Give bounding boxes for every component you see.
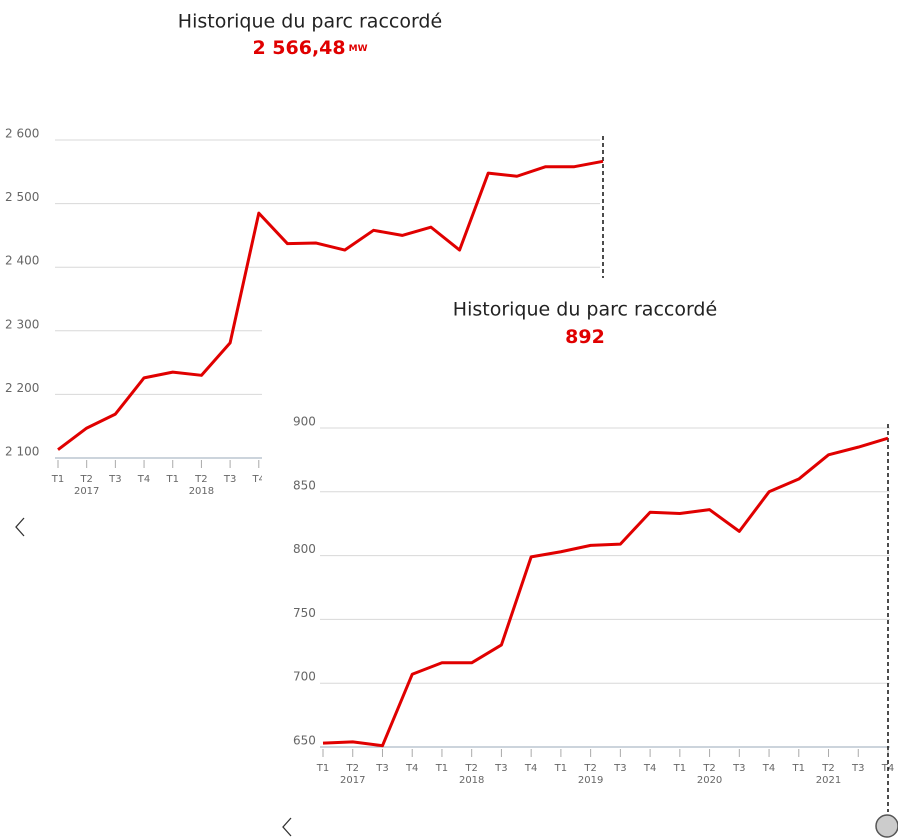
- x-tick-label: T1: [51, 474, 64, 485]
- year-label: 2017: [340, 775, 365, 786]
- chart-2-background: [262, 285, 898, 838]
- x-tick-label: T2: [583, 763, 596, 774]
- x-tick-label: T2: [702, 763, 715, 774]
- y-tick-label: 850: [293, 478, 316, 492]
- x-tick-label: T2: [464, 763, 477, 774]
- x-tick-label: T1: [435, 763, 448, 774]
- x-tick-label: T3: [732, 763, 745, 774]
- x-tick-label: T1: [792, 763, 805, 774]
- x-tick-label: T4: [643, 763, 656, 774]
- cursor-handle[interactable]: [875, 814, 898, 838]
- year-label: 2020: [697, 775, 722, 786]
- x-tick-label: T4: [524, 763, 537, 774]
- year-label: 2018: [459, 775, 484, 786]
- year-label: 2017: [74, 486, 99, 497]
- year-label: 2018: [189, 486, 214, 497]
- y-tick-label: 2 100: [5, 445, 39, 459]
- x-tick-label: T2: [345, 763, 358, 774]
- headline-value: 892: [565, 326, 605, 348]
- headline: 2 566,48 MW: [252, 37, 367, 59]
- chart-2: Historique du parc raccordé 892 650 700 750 8…: [293, 299, 894, 812]
- y-tick-label: 900: [293, 415, 316, 429]
- y-tick-label: 2 600: [5, 127, 39, 141]
- y-tick-label: 2 300: [5, 317, 39, 331]
- x-tick-label: T3: [108, 474, 121, 485]
- y-tick-label: 2 400: [5, 254, 39, 268]
- prev-arrow[interactable]: [282, 817, 292, 837]
- headline: 892: [565, 326, 605, 348]
- x-tick-label: T1: [165, 474, 178, 485]
- x-tick-label: T3: [375, 763, 388, 774]
- x-tick-label: T3: [851, 763, 864, 774]
- x-tick-label: T1: [673, 763, 686, 774]
- x-tick-label: T4: [252, 474, 265, 485]
- x-tick-label: T3: [613, 763, 626, 774]
- x-tick-label: T4: [137, 474, 150, 485]
- y-tick-label: 650: [293, 734, 316, 748]
- line-series: [57, 159, 604, 451]
- x-tick-label: T1: [316, 763, 329, 774]
- year-label: 2019: [578, 775, 603, 786]
- headline-unit: MW: [349, 44, 368, 54]
- x-tick-label: T1: [554, 763, 567, 774]
- chart-title: Historique du parc raccordé: [178, 11, 442, 33]
- chart-title: Historique du parc raccordé: [453, 299, 717, 321]
- x-tick-label: T4: [762, 763, 775, 774]
- prev-arrow[interactable]: [15, 517, 25, 537]
- x-tick-label: T3: [223, 474, 236, 485]
- x-tick-label: T2: [194, 474, 207, 485]
- y-tick-label: 2 200: [5, 381, 39, 395]
- x-tick-label: T3: [494, 763, 507, 774]
- line-series: [322, 436, 889, 748]
- y-tick-label: 700: [293, 670, 316, 684]
- x-tick-label: T2: [821, 763, 834, 774]
- y-tick-label: 800: [293, 542, 316, 556]
- year-label: 2021: [816, 775, 841, 786]
- headline-value: 2 566,48: [252, 37, 345, 59]
- y-tick-label: 750: [293, 606, 316, 620]
- y-tick-label: 2 500: [5, 190, 39, 204]
- x-tick-label: T4: [405, 763, 418, 774]
- x-tick-label: T2: [79, 474, 92, 485]
